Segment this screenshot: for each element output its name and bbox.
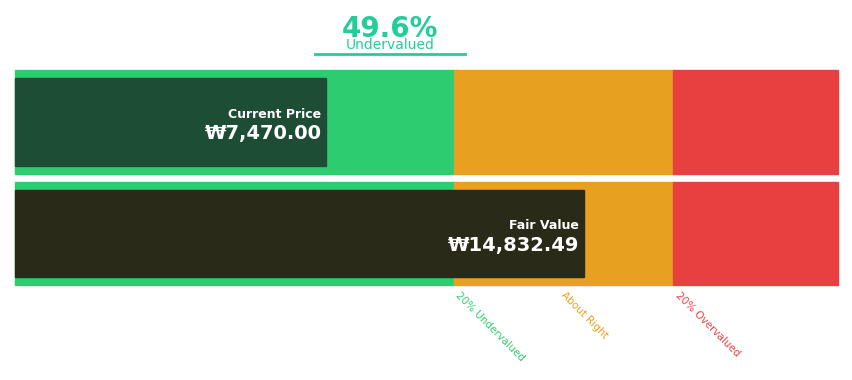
Bar — [15, 70, 453, 174]
Bar — [15, 190, 583, 277]
Text: 20% Overvalued: 20% Overvalued — [672, 290, 740, 358]
Text: 20% Undervalued: 20% Undervalued — [453, 290, 526, 363]
Text: ₩7,470.00: ₩7,470.00 — [204, 125, 321, 144]
Bar — [672, 70, 837, 174]
Text: 49.6%: 49.6% — [342, 15, 438, 43]
Text: Undervalued: Undervalued — [345, 38, 434, 52]
Bar — [15, 182, 453, 285]
Bar — [453, 70, 672, 174]
Text: About Right: About Right — [558, 290, 608, 340]
Bar — [453, 182, 672, 285]
Bar — [15, 78, 326, 166]
Text: ₩14,832.49: ₩14,832.49 — [446, 236, 578, 255]
Bar — [672, 182, 837, 285]
Text: Fair Value: Fair Value — [508, 219, 578, 232]
Text: Current Price: Current Price — [228, 108, 321, 120]
